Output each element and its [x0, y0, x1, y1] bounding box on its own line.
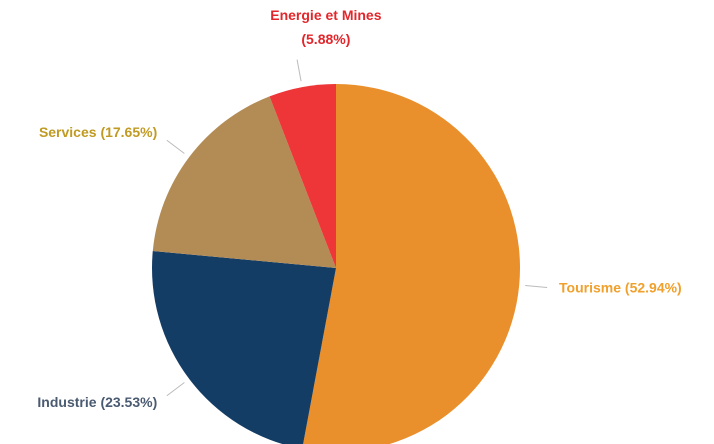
data-label: Tourisme (52.94%): [559, 279, 682, 295]
label-category: Tourisme: [559, 279, 621, 295]
pie-slice: [303, 84, 520, 444]
label-category: Services: [39, 124, 97, 140]
label-value: (5.88%): [301, 31, 350, 47]
leader-line: [166, 139, 185, 154]
pie-slice: [269, 84, 336, 268]
label-category: Energie et Mines: [270, 7, 381, 23]
label-category: Industrie: [37, 394, 96, 410]
label-value: (23.53%): [100, 394, 157, 410]
leader-line: [525, 285, 548, 289]
leader-line: [166, 382, 185, 397]
leader-line: [296, 59, 302, 82]
label-value: (52.94%): [625, 279, 682, 295]
data-label: Industrie (23.53%): [37, 394, 157, 410]
data-label: Energie et Mines (5.88%): [270, 7, 381, 47]
pie-slice: [152, 96, 336, 268]
data-label: Services (17.65%): [39, 124, 157, 140]
pie-slice: [152, 251, 336, 444]
label-value: (17.65%): [100, 124, 157, 140]
